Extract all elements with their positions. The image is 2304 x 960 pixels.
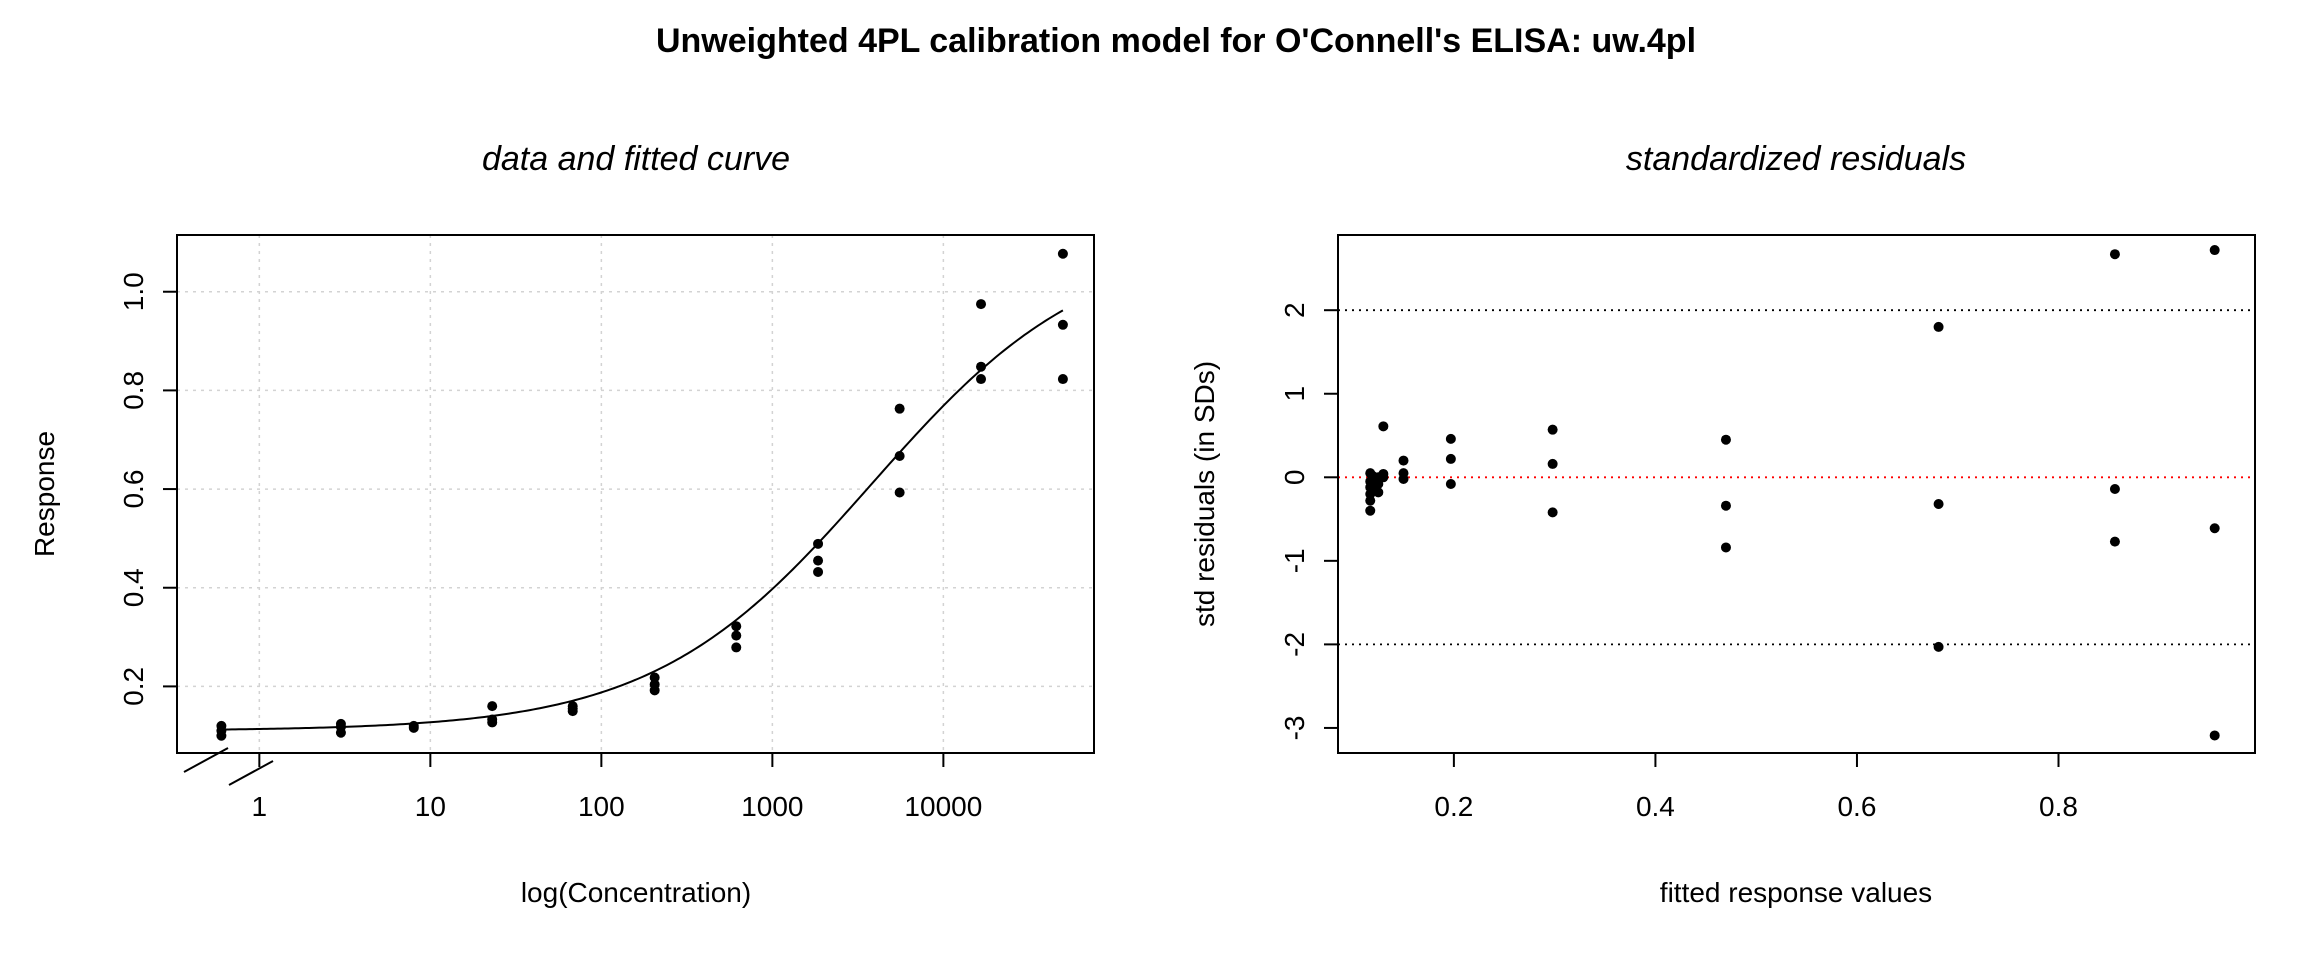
fitted-curve bbox=[221, 309, 1064, 731]
data-point bbox=[731, 621, 742, 632]
residual-point bbox=[2209, 730, 2220, 741]
residual-point bbox=[1547, 458, 1558, 469]
data-point bbox=[813, 538, 824, 549]
calibration-panel-title: data and fitted curve bbox=[482, 140, 790, 178]
data-point bbox=[487, 701, 498, 712]
data-point bbox=[487, 714, 498, 725]
x-tick-label: 1000 bbox=[741, 791, 803, 822]
data-point bbox=[894, 487, 905, 498]
data-point bbox=[731, 630, 742, 641]
residual-point bbox=[1933, 321, 1944, 332]
residual-point bbox=[1720, 434, 1731, 445]
data-point bbox=[1057, 374, 1068, 385]
y-tick-label: 0.6 bbox=[118, 470, 149, 509]
data-point bbox=[408, 720, 419, 731]
residual-point bbox=[1720, 500, 1731, 511]
calibration-y-axis: 0.2 0.4 0.6 0.8 1.0 bbox=[118, 272, 177, 706]
x-tick-label: 0.4 bbox=[1636, 791, 1675, 822]
residual-point bbox=[1398, 455, 1409, 466]
data-point bbox=[1057, 319, 1068, 330]
residual-point bbox=[2109, 249, 2120, 260]
calibration-panel: data and fitted curve 1 10 100 1000 10000 0.… bbox=[29, 140, 1095, 908]
data-point bbox=[1057, 248, 1068, 259]
residual-point bbox=[1547, 507, 1558, 518]
residuals-y-label: std residuals (in SDs) bbox=[1189, 361, 1220, 627]
residual-point bbox=[1547, 424, 1558, 435]
residual-points bbox=[1365, 245, 2220, 741]
calibration-points bbox=[216, 248, 1068, 741]
residuals-panel: standardized residuals 0.2 0.4 0.6 0.8 -3 -2… bbox=[1189, 140, 2256, 908]
residual-point bbox=[1720, 542, 1731, 553]
y-tick-label: 1.0 bbox=[118, 272, 149, 311]
residuals-x-axis: 0.2 0.4 0.6 0.8 bbox=[1434, 753, 2078, 822]
residual-point bbox=[1378, 468, 1389, 479]
residual-point bbox=[1933, 499, 1944, 510]
data-point bbox=[731, 642, 742, 653]
y-tick-label: 0.8 bbox=[118, 371, 149, 410]
x-tick-label: 0.2 bbox=[1434, 791, 1473, 822]
residuals-panel-title: standardized residuals bbox=[1626, 140, 1966, 178]
residual-point bbox=[2209, 523, 2220, 534]
data-point bbox=[567, 701, 578, 712]
residual-point bbox=[1378, 421, 1389, 432]
calibration-x-axis: 1 10 100 1000 10000 bbox=[252, 753, 982, 822]
data-point bbox=[894, 451, 905, 462]
residual-point bbox=[1445, 453, 1456, 464]
residual-point bbox=[2209, 245, 2220, 256]
x-tick-label: 0.6 bbox=[1837, 791, 1876, 822]
x-tick-label: 100 bbox=[578, 791, 625, 822]
residual-point bbox=[1365, 505, 1376, 516]
y-tick-label: -3 bbox=[1279, 715, 1310, 740]
data-point bbox=[894, 403, 905, 414]
y-tick-label: -2 bbox=[1279, 632, 1310, 657]
x-tick-label: 10 bbox=[415, 791, 446, 822]
residual-point bbox=[2109, 536, 2120, 547]
data-point bbox=[976, 299, 987, 310]
residuals-plot-frame bbox=[1337, 234, 2256, 754]
data-point bbox=[216, 720, 227, 731]
axis-break-icon bbox=[183, 747, 274, 786]
residuals-y-axis: -3 -2 -1 0 1 2 bbox=[1279, 302, 1338, 740]
y-tick-label: 0.2 bbox=[118, 667, 149, 706]
x-tick-label: 1 bbox=[252, 791, 268, 822]
residual-point bbox=[1445, 433, 1456, 444]
data-point bbox=[335, 718, 346, 729]
y-tick-label: -1 bbox=[1279, 548, 1310, 573]
residual-point bbox=[2109, 483, 2120, 494]
x-tick-label: 0.8 bbox=[2039, 791, 2078, 822]
residual-reference-lines bbox=[1338, 309, 2255, 646]
calibration-plot-frame bbox=[176, 234, 1095, 754]
y-tick-label: 1 bbox=[1279, 386, 1310, 402]
calibration-x-label: log(Concentration) bbox=[521, 877, 751, 908]
residual-point bbox=[1398, 468, 1409, 479]
y-tick-label: 2 bbox=[1279, 302, 1310, 318]
y-tick-label: 0 bbox=[1279, 470, 1310, 486]
data-point bbox=[813, 555, 824, 566]
data-point bbox=[813, 566, 824, 577]
figure-title: Unweighted 4PL calibration model for O'C… bbox=[656, 22, 1696, 60]
residual-point bbox=[1445, 478, 1456, 489]
residual-point bbox=[1373, 487, 1384, 498]
x-tick-label: 10000 bbox=[904, 791, 982, 822]
calibration-y-label: Response bbox=[29, 431, 60, 557]
data-point bbox=[649, 672, 660, 683]
residuals-x-label: fitted response values bbox=[1660, 877, 1932, 908]
data-point bbox=[976, 374, 987, 385]
y-tick-label: 0.4 bbox=[118, 568, 149, 607]
data-point bbox=[649, 679, 660, 690]
calibration-grid bbox=[177, 235, 1094, 753]
data-point bbox=[976, 361, 987, 372]
residual-point bbox=[1933, 641, 1944, 652]
